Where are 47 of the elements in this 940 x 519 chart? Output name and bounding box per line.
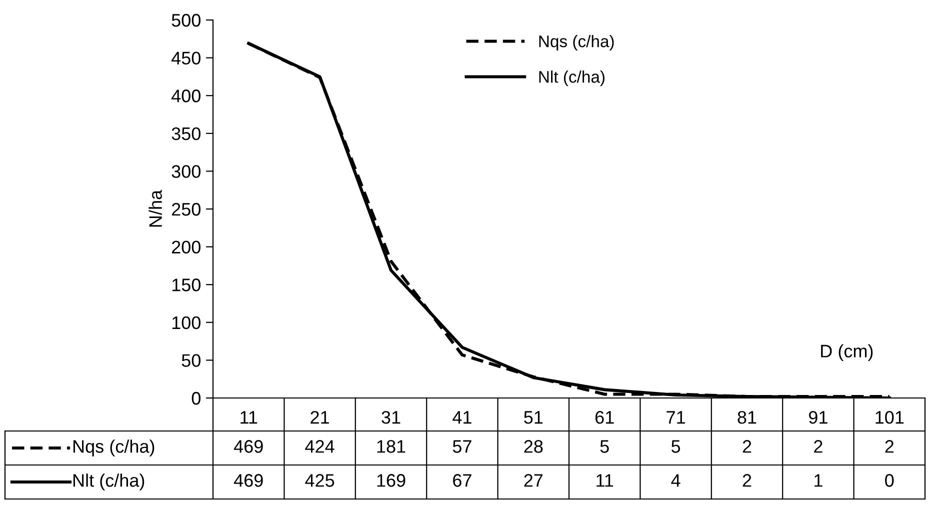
y-tick-label: 350	[172, 127, 200, 140]
text: Nlt (c/ha)	[73, 474, 144, 490]
text: Nqs (c/ha)	[73, 440, 154, 456]
y-tick-label: 50	[182, 354, 200, 367]
data-label: 27	[524, 474, 543, 487]
data-label: 2	[742, 440, 752, 453]
y-tick-label: 450	[171, 52, 200, 65]
data-label: 4	[671, 474, 680, 487]
data-label: 2	[742, 474, 752, 487]
x-tick-label: 71	[666, 411, 685, 424]
x-tick-label: 101	[876, 410, 904, 424]
x-tick-label: 51	[524, 411, 543, 424]
data-label: 57	[452, 440, 472, 453]
data-label: 169	[377, 474, 406, 487]
x-tick-label: 81	[738, 410, 756, 424]
data-label: 469	[234, 474, 263, 487]
x-tick-label: 11	[240, 411, 258, 424]
y-tick-label: 0	[192, 392, 200, 405]
data-label: 2	[814, 440, 822, 453]
x-tick-label: 61	[595, 410, 614, 424]
legend-label: Nlt (c/ha)	[539, 70, 604, 86]
x-tick-label: 31	[382, 410, 400, 424]
y-tick-label: 150	[172, 278, 200, 292]
y-tick-label: 100	[172, 316, 200, 330]
data-label: 0	[885, 474, 894, 487]
legend-label: Nqs (c/ha)	[539, 35, 614, 51]
x-tick-label: 91	[809, 410, 828, 424]
x-tick-label: 21	[310, 410, 329, 424]
data-label: 181	[377, 440, 406, 453]
data-label: 1	[814, 474, 822, 487]
y-axis-title: N/ha	[148, 190, 162, 227]
y-tick-label: 400	[171, 90, 200, 102]
data-label: 425	[305, 474, 334, 487]
y-tick-label: 500	[172, 14, 200, 27]
data-label: 2	[885, 440, 894, 453]
y-tick-label: 200	[172, 240, 200, 254]
x-axis-title: D (cm)	[821, 344, 873, 362]
data-label: 469	[234, 440, 263, 453]
x-tick-label: 41	[452, 411, 472, 424]
data-label: 5	[600, 440, 609, 453]
data-label: 5	[672, 440, 680, 453]
data-label: 28	[524, 440, 543, 453]
data-label: 67	[453, 474, 472, 487]
data-label: 424	[305, 440, 334, 453]
y-tick-label: 250	[172, 202, 200, 216]
y-tick-label: 300	[172, 165, 200, 178]
data-label: 11	[596, 474, 614, 487]
